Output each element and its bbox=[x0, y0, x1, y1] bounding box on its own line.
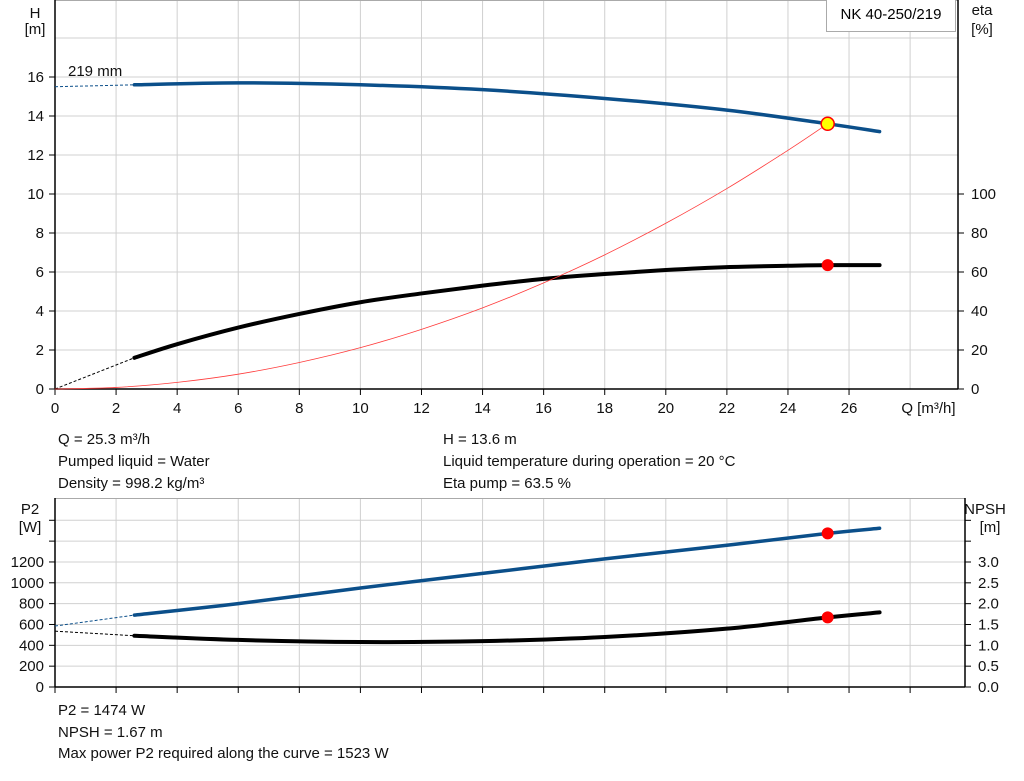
panel1-x-axis-title: Q [m³/h] bbox=[901, 400, 955, 417]
panel1-right-tick-label: 100 bbox=[971, 186, 996, 203]
panel2-p2-extrapolation bbox=[54, 614, 135, 627]
panel2-right-tick-label: 0.0 bbox=[978, 679, 999, 696]
info-liquid: Pumped liquid = Water bbox=[58, 453, 210, 470]
panel2-left-tick-label: 1200 bbox=[11, 554, 44, 571]
panel1-left-tick-label: 2 bbox=[36, 342, 44, 359]
panel1-left-axis-title: [m] bbox=[25, 21, 46, 38]
panel2-right-tick-label: 0.5 bbox=[978, 658, 999, 675]
panel1-right-tick-label: 0 bbox=[971, 381, 979, 398]
panel2-right-tick-label: 1.0 bbox=[978, 637, 999, 654]
panel2-left-tick-label: 0 bbox=[36, 679, 44, 696]
panel1-h-curve bbox=[132, 81, 882, 134]
panel2-right-axis-title: NPSH bbox=[964, 501, 1006, 518]
panel1-x-tick-label: 0 bbox=[51, 400, 59, 417]
panel1-duty-point-marker bbox=[820, 116, 835, 132]
panel2-right-tick-label: 2.5 bbox=[978, 575, 999, 592]
panel1-x-tick-label: 4 bbox=[173, 400, 181, 417]
panel1-left-tick-label: 16 bbox=[27, 69, 44, 86]
panel1-left-tick-label: 4 bbox=[36, 303, 44, 320]
legend-label: NK 40-250/219 bbox=[840, 6, 942, 23]
panel2-left-tick-label: 1000 bbox=[11, 575, 44, 592]
panel1-eta-point-marker bbox=[821, 259, 834, 272]
panel2-left-axis-title: [W] bbox=[19, 519, 42, 536]
panel1-x-tick-label: 14 bbox=[474, 400, 491, 417]
panel2-right-tick-label: 1.5 bbox=[978, 616, 999, 633]
panel1-x-tick-label: 18 bbox=[596, 400, 613, 417]
panel2-right-tick-label: 2.0 bbox=[978, 596, 999, 613]
panel1-right-tick-label: 20 bbox=[971, 342, 988, 359]
panel1-eta-curve bbox=[132, 263, 882, 360]
panel1-h-extrapolation bbox=[54, 84, 135, 88]
info-max-power: Max power P2 required along the curve = … bbox=[58, 745, 389, 762]
panel2-left-tick-label: 200 bbox=[19, 658, 44, 675]
panel1-left-tick-label: 12 bbox=[27, 147, 44, 164]
panel2-left-tick-label: 400 bbox=[19, 637, 44, 654]
panel2-npsh-point-marker bbox=[821, 611, 834, 624]
panel1-x-tick-label: 22 bbox=[719, 400, 736, 417]
panel2-right-tick-label: 3.0 bbox=[978, 554, 999, 571]
panel2-left-tick-label: 800 bbox=[19, 596, 44, 613]
panel1-right-tick-label: 80 bbox=[971, 225, 988, 242]
info-q: Q = 25.3 m³/h bbox=[58, 431, 151, 448]
info-eta: Eta pump = 63.5 % bbox=[443, 475, 571, 492]
info-p2: P2 = 1474 W bbox=[58, 702, 146, 719]
panel1-left-tick-label: 14 bbox=[27, 108, 44, 125]
panel1-curve-diameter-label: 219 mm bbox=[68, 63, 122, 80]
panel1-left-tick-label: 6 bbox=[36, 264, 44, 281]
panel1-right-axis-title: [%] bbox=[971, 21, 993, 38]
info-density: Density = 998.2 kg/m³ bbox=[58, 475, 205, 492]
panel2-right-axis-title: [m] bbox=[980, 519, 1001, 536]
panel1-left-axis-title: H bbox=[30, 5, 41, 22]
panel1-eta-extrapolation bbox=[54, 357, 135, 390]
panel2-p2-curve bbox=[132, 526, 882, 617]
panel2-left-axis-title: P2 bbox=[21, 501, 39, 518]
panel1-left-tick-label: 8 bbox=[36, 225, 44, 242]
panel1-x-tick-label: 26 bbox=[841, 400, 858, 417]
panel1-x-tick-label: 12 bbox=[413, 400, 430, 417]
panel1-system-curve bbox=[54, 123, 829, 390]
panel1-x-tick-label: 8 bbox=[295, 400, 303, 417]
panel1-x-tick-label: 24 bbox=[780, 400, 797, 417]
panel1-x-tick-label: 10 bbox=[352, 400, 369, 417]
panel1-x-tick-label: 16 bbox=[535, 400, 552, 417]
panel2-left-tick-label: 600 bbox=[19, 616, 44, 633]
panel2-p2-point-marker bbox=[821, 527, 834, 540]
panel2-npsh-curve bbox=[132, 610, 882, 645]
panel1-right-axis-title: eta bbox=[972, 2, 994, 19]
panel1-x-tick-label: 2 bbox=[112, 400, 120, 417]
legend-box: NK 40-250/219 bbox=[826, 0, 956, 32]
panel1-right-tick-label: 40 bbox=[971, 303, 988, 320]
panel1-left-tick-label: 10 bbox=[27, 186, 44, 203]
panel1-right-tick-label: 60 bbox=[971, 264, 988, 281]
info-h: H = 13.6 m bbox=[443, 431, 517, 448]
info-temperature: Liquid temperature during operation = 20… bbox=[443, 453, 736, 470]
panel1-x-tick-label: 20 bbox=[657, 400, 674, 417]
panel1-left-tick-label: 0 bbox=[36, 381, 44, 398]
panel1-x-tick-label: 6 bbox=[234, 400, 242, 417]
panel2-npsh-extrapolation bbox=[54, 630, 135, 637]
info-npsh: NPSH = 1.67 m bbox=[58, 724, 163, 741]
